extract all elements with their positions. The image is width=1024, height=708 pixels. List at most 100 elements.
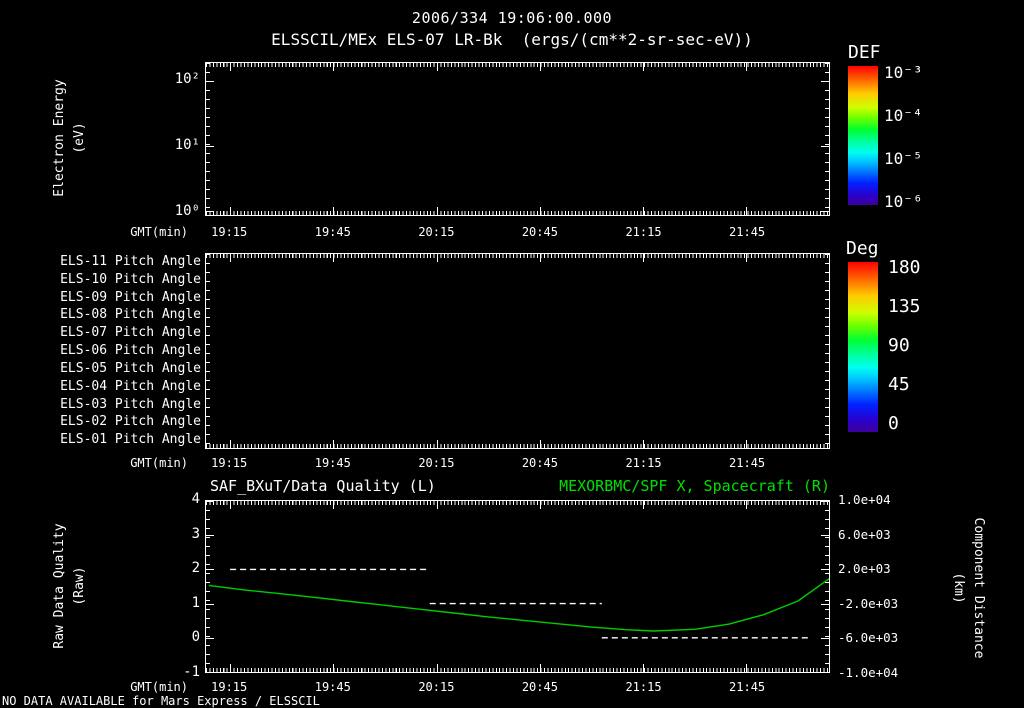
x-major-tick [230, 254, 232, 262]
time-tick-label: 19:15 [211, 680, 248, 694]
plot-title: ELSSCIL/MEx ELS-07 LR-Bk (ergs/(cm**2-sr… [271, 30, 753, 49]
minor-ticks [206, 254, 210, 448]
minor-ticks [206, 63, 210, 215]
quality-axis-ticks: 4 3 2 1 0 -1 [156, 491, 200, 680]
pitch-angle-panel [205, 253, 830, 449]
minor-ticks [206, 501, 210, 672]
quality-series-title: SAF_BXuT/Data Quality (L) [210, 477, 436, 495]
y-major-tick [821, 145, 829, 147]
time-tick-label: 19:15 [211, 225, 248, 239]
x-major-tick [746, 664, 748, 672]
distance-tick-label: 6.0e+03 [838, 526, 891, 542]
y-major-tick [821, 80, 829, 82]
pitch-angle-row-label: ELS-06 Pitch Angle [60, 343, 201, 358]
distance-axis-label-text: Component Distance [971, 517, 986, 659]
y-major-tick [821, 637, 829, 639]
y-major-tick [206, 637, 214, 639]
quality-distance-plot-area [208, 568, 829, 639]
distance-axis-ticks: 1.0e+04 6.0e+03 2.0e+03 -2.0e+03 -6.0e+03 -1.… [838, 492, 910, 680]
deg-colorbar [848, 262, 878, 432]
y-major-tick [206, 145, 214, 147]
deg-colorbar-tick-label: 0 [888, 413, 899, 434]
y-major-tick [821, 603, 829, 605]
time-tick-label: 20:45 [521, 456, 558, 470]
time-tick-label: 21:15 [625, 680, 662, 694]
x-major-tick [436, 440, 438, 448]
spacecraft-series-title: MEXORBMC/SPF X, Spacecraft (R) [559, 477, 830, 495]
minor-ticks [206, 668, 829, 672]
quality-tick-label: 3 [191, 525, 200, 542]
pitch-angle-row-label: ELS-07 Pitch Angle [60, 325, 201, 341]
y-major-tick [206, 535, 214, 537]
energy-axis-label: Electron Energy (eV) [50, 28, 90, 248]
no-data-note: NO DATA AVAILABLE for Mars Express / ELS… [2, 694, 320, 708]
pitch-angle-row-label: ELS-08 Pitch Angle [60, 307, 201, 323]
time-tick-row-3: 19:15 19:45 20:15 20:45 21:15 21:45 [205, 680, 832, 696]
x-major-tick [436, 207, 438, 215]
time-tick-label: 19:45 [314, 456, 351, 470]
pitch-angle-row-labels: ELS-11 Pitch Angle ELS-10 Pitch Angle ELS-… [0, 253, 203, 449]
x-major-tick [746, 254, 748, 262]
energy-spectrogram-panel [205, 62, 830, 216]
time-tick-label: 20:45 [521, 680, 558, 694]
distance-axis-label: Component Distance (km) [948, 478, 988, 698]
def-colorbar-title: DEF [848, 42, 881, 63]
x-major-tick [333, 63, 335, 71]
def-colorbar [848, 66, 878, 205]
energy-axis-unit: (eV) [72, 122, 87, 154]
x-major-tick [436, 501, 438, 509]
def-colorbar-tick-label: 10⁻⁵ [884, 149, 923, 168]
minor-ticks [825, 501, 829, 672]
minor-ticks [825, 254, 829, 448]
time-tick-row-2: 19:15 19:45 20:15 20:45 21:15 21:45 [205, 456, 832, 472]
time-tick-label: 19:45 [314, 680, 351, 694]
spacecraft-x-curve [208, 578, 829, 632]
y-major-tick [206, 569, 214, 571]
quality-tick-label: 0 [191, 629, 200, 646]
x-major-tick [333, 254, 335, 262]
x-major-tick [436, 63, 438, 71]
x-major-tick [539, 254, 541, 262]
minor-ticks [206, 63, 829, 67]
x-major-tick [333, 440, 335, 448]
pitch-angle-row-label: ELS-11 Pitch Angle [60, 253, 201, 269]
x-major-tick [746, 207, 748, 215]
x-major-tick [643, 501, 645, 509]
x-major-tick [746, 501, 748, 509]
time-tick-label: 21:45 [729, 456, 766, 470]
gmt-axis-label-3: GMT(min) [130, 680, 188, 694]
minor-ticks [206, 444, 829, 448]
energy-tick-label: 10¹ [174, 136, 200, 153]
x-major-tick [643, 254, 645, 262]
minor-ticks [825, 63, 829, 215]
time-tick-label: 20:15 [418, 225, 455, 239]
quality-axis-unit: (Raw) [72, 566, 87, 606]
gmt-axis-label-1: GMT(min) [130, 225, 188, 239]
energy-axis-ticks: 10² 10¹ 10⁰ [150, 62, 200, 219]
time-tick-label: 19:15 [211, 456, 248, 470]
def-colorbar-tick-label: 10⁻⁴ [884, 105, 923, 125]
deg-colorbar-tick-label: 180 [888, 257, 921, 278]
deg-colorbar-tick-label: 135 [888, 296, 921, 317]
energy-tick-label: 10⁰ [174, 203, 200, 219]
x-major-tick [436, 254, 438, 262]
distance-tick-label: -1.0e+04 [838, 665, 899, 680]
x-major-tick [436, 664, 438, 672]
time-tick-label: 21:15 [625, 456, 662, 470]
deg-colorbar-tick-label: 90 [888, 335, 910, 356]
pitch-angle-row-label: ELS-10 Pitch Angle [60, 271, 201, 287]
y-major-tick [821, 569, 829, 571]
y-major-tick [821, 535, 829, 537]
minor-ticks [206, 211, 829, 215]
x-major-tick [746, 63, 748, 71]
x-major-tick [333, 501, 335, 509]
y-major-tick [206, 603, 214, 605]
quality-tick-label: 2 [191, 560, 200, 577]
quality-axis-label: Raw Data Quality (Raw) [50, 476, 90, 696]
time-tick-row-1: 19:15 19:45 20:15 20:45 21:15 21:45 [205, 225, 832, 241]
pitch-angle-row-label: ELS-05 Pitch Angle [60, 360, 201, 376]
x-major-tick [230, 63, 232, 71]
x-major-tick [746, 440, 748, 448]
energy-axis-label-text: Electron Energy [52, 79, 67, 197]
